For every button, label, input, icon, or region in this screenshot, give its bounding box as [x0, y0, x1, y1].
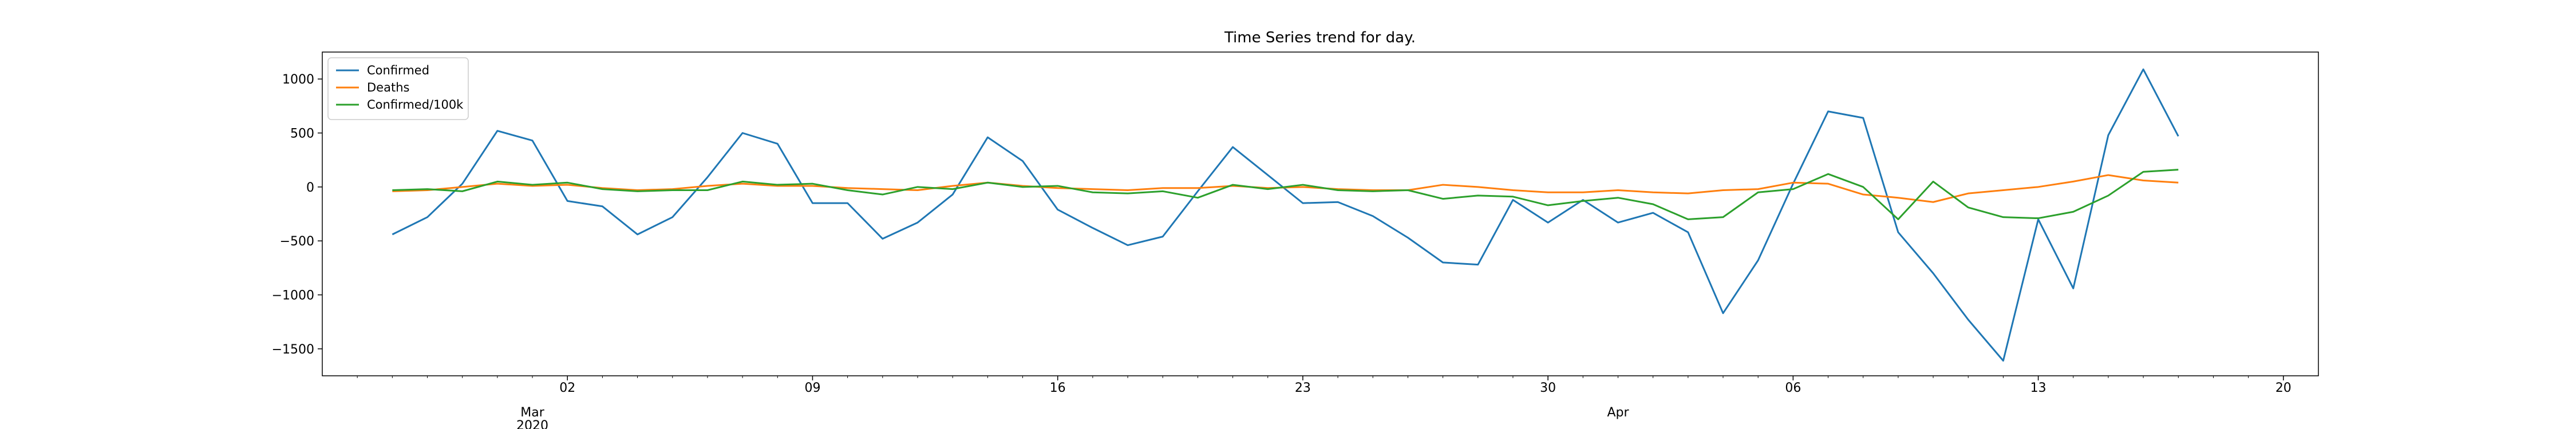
legend: Confirmed Deaths Confirmed/100k	[327, 57, 469, 120]
series-line-confirmed-100k	[392, 169, 2179, 220]
legend-box	[327, 57, 469, 120]
x-year-label: 2020	[516, 419, 548, 429]
x-tick-label: 20	[2275, 381, 2291, 395]
y-tick-label: 0	[306, 181, 314, 195]
y-tick-label: 500	[290, 127, 314, 141]
x-tick-label: 16	[1050, 381, 1066, 395]
legend-label: Confirmed/100k	[367, 98, 464, 112]
y-tick-label: −500	[280, 235, 314, 249]
y-tick-label: 1000	[282, 73, 314, 87]
legend-label: Deaths	[367, 81, 409, 94]
x-tick-label: 13	[2030, 381, 2046, 395]
x-month-label: Apr	[1607, 406, 1629, 420]
chart-title: Time Series trend for day.	[1224, 29, 1416, 46]
plot-area-frame	[322, 51, 2319, 376]
x-month-label: Mar	[520, 406, 544, 420]
legend-label: Confirmed	[367, 63, 429, 77]
x-tick-label: 02	[559, 381, 575, 395]
y-tick-label: −1500	[272, 343, 314, 357]
x-tick-label: 06	[1785, 381, 1801, 395]
x-tick-label: 23	[1295, 381, 1311, 395]
x-tick-label: 09	[804, 381, 820, 395]
y-tick-label: −1000	[272, 289, 314, 303]
x-tick-label: 30	[1540, 381, 1556, 395]
series-line-confirmed	[392, 68, 2179, 362]
y-axis: 1000 500 0 −500 −1000 −1500	[272, 73, 322, 357]
plot-lines	[392, 68, 2179, 362]
